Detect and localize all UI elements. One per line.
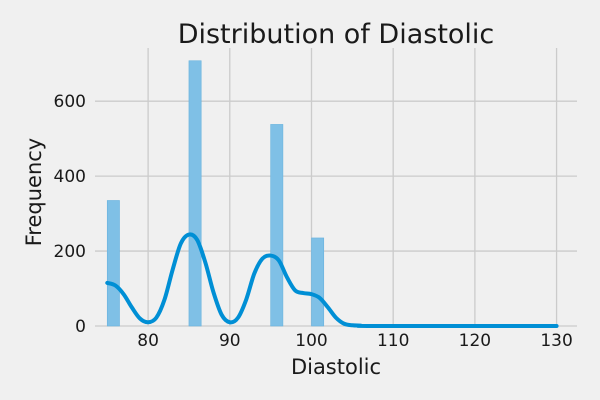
x-tick-label: 120 (459, 331, 491, 351)
tick-labels: 80 90 100 110 120 130 0 200 400 600 (54, 92, 573, 351)
kde-curve (105, 232, 559, 329)
y-tick-label: 400 (54, 167, 86, 187)
histogram-bar (188, 60, 202, 327)
x-tick-label: 80 (137, 331, 159, 351)
histogram-bar (106, 200, 120, 327)
y-axis-label: Frequency (22, 138, 46, 247)
bars (106, 60, 325, 327)
histogram-bar (311, 237, 325, 327)
chart-title: Distribution of Diastolic (178, 19, 495, 50)
y-tick-label: 0 (75, 317, 86, 337)
x-tick-label: 100 (295, 331, 327, 351)
histogram-bar (270, 124, 284, 327)
y-tick-label: 600 (54, 92, 86, 112)
x-tick-label: 110 (377, 331, 409, 351)
x-axis-label: Diastolic (291, 355, 381, 379)
x-tick-label: 130 (540, 331, 572, 351)
grid (95, 48, 577, 327)
kde-layer (105, 232, 559, 329)
y-tick-label: 200 (54, 242, 86, 262)
x-tick-label: 90 (219, 331, 241, 351)
